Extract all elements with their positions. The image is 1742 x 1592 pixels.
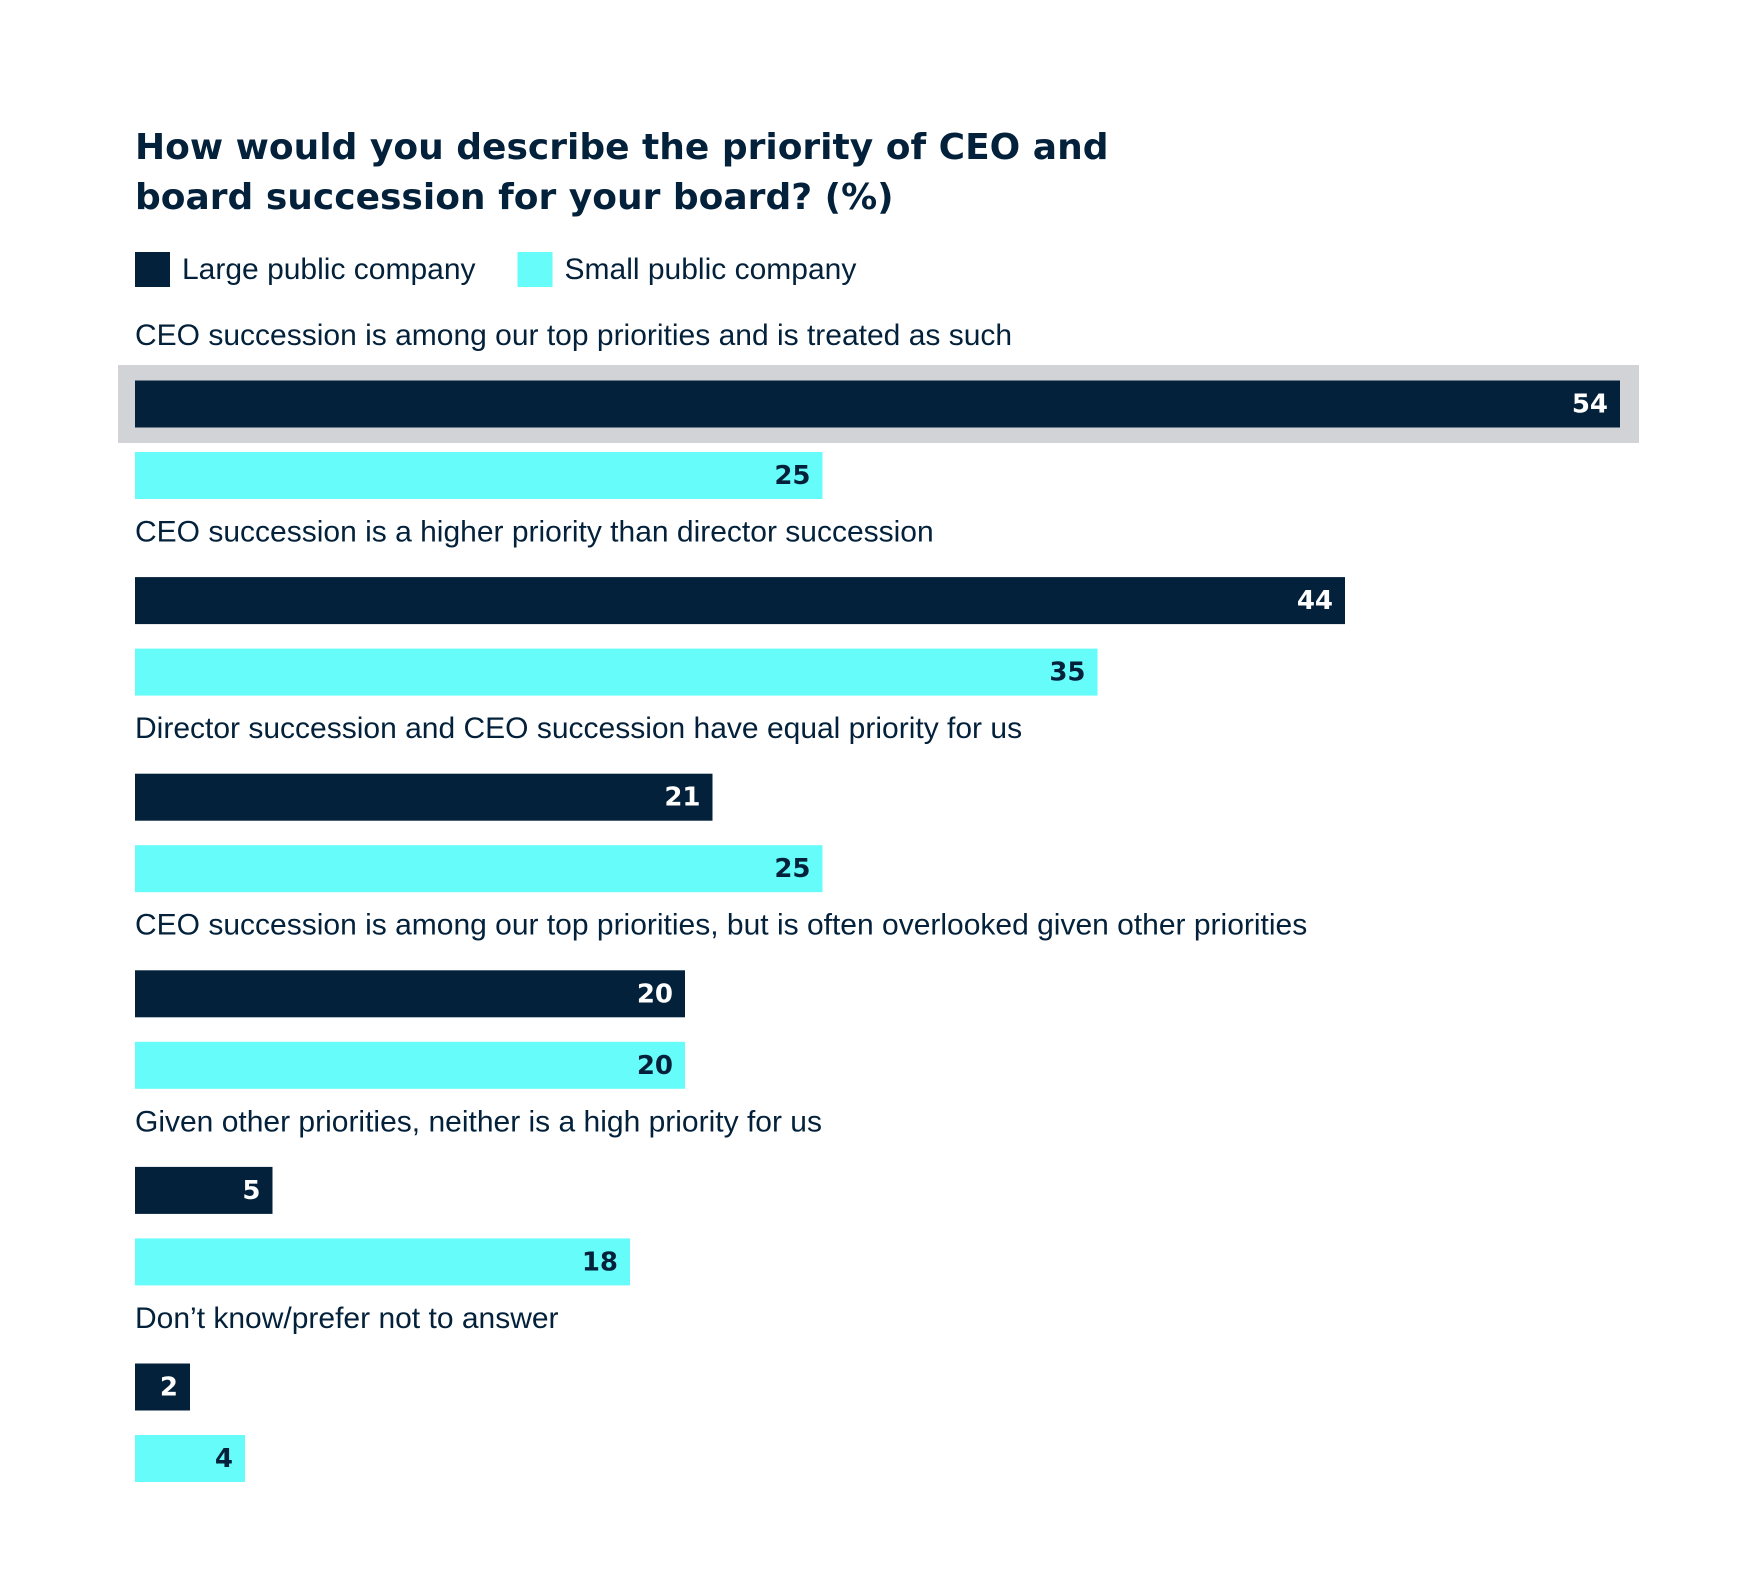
bar	[135, 1041, 685, 1089]
category-label: Don’t know/prefer not to answer	[135, 1302, 559, 1335]
value-label: 5	[242, 1176, 260, 1206]
value-label: 35	[1049, 658, 1085, 688]
bar	[135, 1363, 190, 1411]
value-label: 20	[637, 979, 673, 1009]
value-label: 2	[160, 1373, 178, 1403]
bar	[135, 970, 685, 1018]
bar	[135, 452, 823, 499]
bar	[135, 1435, 245, 1482]
value-label: 21	[664, 783, 700, 813]
bar	[135, 648, 1098, 696]
value-label: 25	[774, 854, 810, 884]
legend-swatch	[517, 252, 553, 287]
value-label: 18	[582, 1247, 618, 1277]
bar	[135, 577, 1345, 625]
category-label: CEO succession is among our top prioriti…	[135, 319, 1012, 352]
value-label: 25	[774, 461, 810, 491]
category-label: CEO succession is a higher priority than…	[135, 516, 934, 549]
bar	[135, 845, 823, 893]
bar	[135, 773, 713, 821]
value-label: 4	[215, 1444, 233, 1474]
legend-label: Small public company	[565, 253, 857, 286]
category-label: CEO succession is among our top prioriti…	[135, 909, 1307, 942]
value-label: 20	[637, 1051, 673, 1081]
category-label: Director succession and CEO succession h…	[135, 712, 1022, 745]
bar	[135, 1238, 630, 1286]
legend-swatch	[135, 252, 170, 287]
bar	[135, 380, 1620, 428]
bar	[135, 1166, 273, 1214]
value-label: 44	[1297, 586, 1333, 616]
chart-title: board succession for your board? (%)	[135, 177, 894, 218]
legend-label: Large public company	[182, 253, 476, 286]
category-label: Given other priorities, neither is a hig…	[135, 1105, 822, 1138]
chart-title: How would you describe the priority of C…	[135, 127, 1109, 168]
value-label: 54	[1572, 390, 1608, 420]
